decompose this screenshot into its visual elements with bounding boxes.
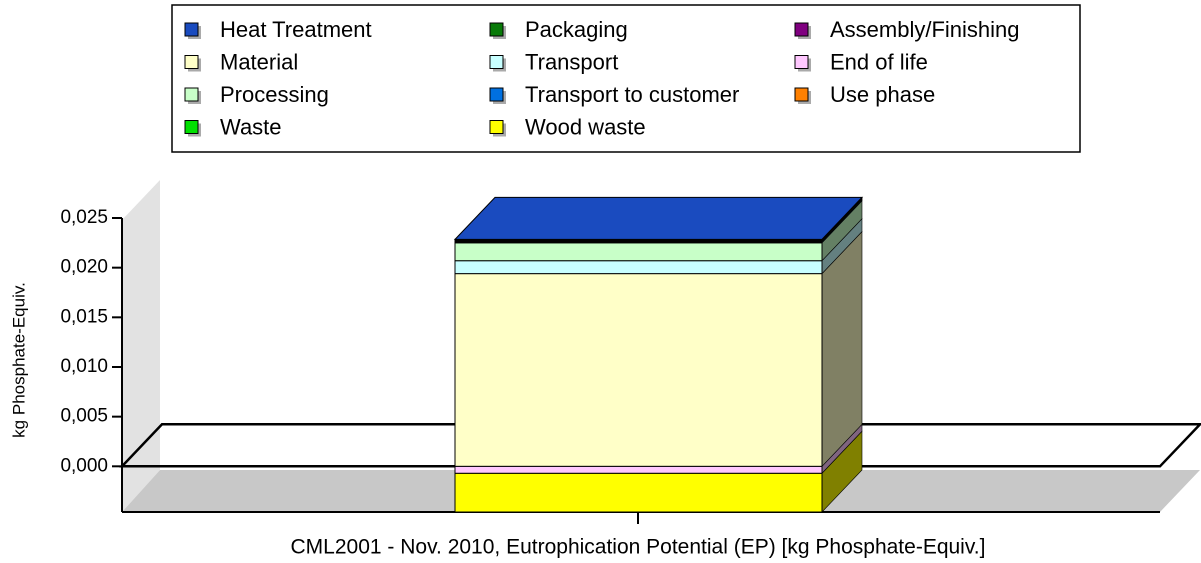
y-tick-label: 0,000 xyxy=(60,455,108,476)
back-wall xyxy=(122,180,160,512)
legend-label: Use phase xyxy=(830,82,935,107)
legend-swatch xyxy=(489,87,504,102)
legend-label: Heat Treatment xyxy=(220,17,372,42)
bar-segment xyxy=(454,260,823,275)
legend-swatch xyxy=(794,87,809,102)
legend-label: Processing xyxy=(220,82,329,107)
y-axis-label: kg Phosphate-Equiv. xyxy=(9,282,28,438)
legend-swatch xyxy=(489,120,504,134)
legend-swatch xyxy=(184,22,199,37)
legend-label: Waste xyxy=(220,114,282,139)
legend-swatch xyxy=(184,120,199,134)
bar-top xyxy=(453,196,864,240)
legend-label: End of life xyxy=(830,49,928,74)
y-tick-label: 0,025 xyxy=(60,207,108,228)
legend-swatch xyxy=(794,22,809,37)
x-tick-label: CML2001 - Nov. 2010, Eutrophication Pote… xyxy=(291,536,986,559)
legend-label: Wood waste xyxy=(525,114,646,139)
y-tick-label: 0,005 xyxy=(60,406,108,427)
legend-swatch xyxy=(184,55,199,69)
legend-swatch xyxy=(489,22,504,37)
bar-segment xyxy=(454,242,823,262)
legend-swatch xyxy=(794,55,809,69)
legend-swatch xyxy=(489,55,504,69)
legend-label: Transport xyxy=(525,49,618,74)
y-tick-label: 0,010 xyxy=(60,356,108,377)
bar-segment xyxy=(454,465,823,474)
bar-segment xyxy=(454,273,823,467)
legend-label: Transport to customer xyxy=(525,82,739,107)
legend-label: Packaging xyxy=(525,17,628,42)
legend-label: Material xyxy=(220,49,298,74)
legend-swatch xyxy=(184,87,199,102)
legend-label: Assembly/Finishing xyxy=(830,17,1020,42)
y-tick-label: 0,015 xyxy=(60,306,108,327)
y-tick-label: 0,020 xyxy=(60,257,108,278)
bar-segment xyxy=(454,472,823,513)
legend-box xyxy=(171,4,1081,153)
